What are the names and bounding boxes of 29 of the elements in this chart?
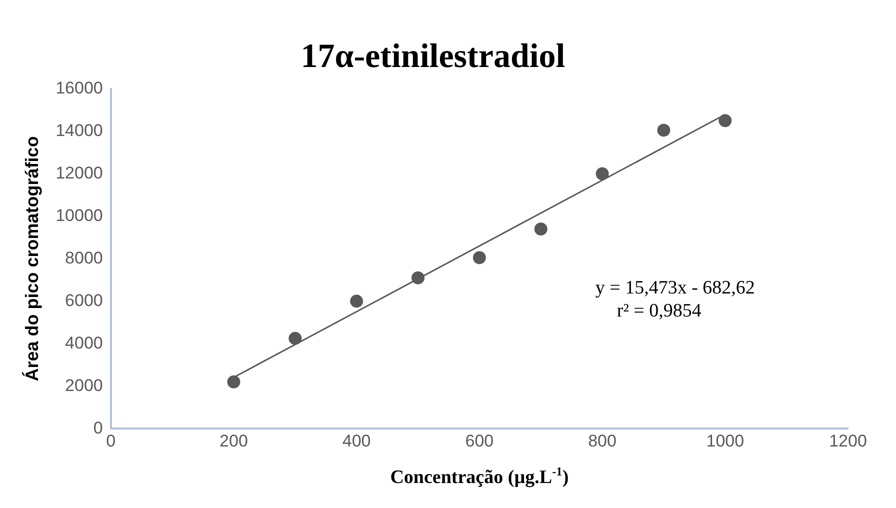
point: [657, 124, 670, 137]
y-tick-label: 8000: [65, 248, 103, 268]
y-tick-label: 12000: [56, 163, 103, 182]
y-tick-label: 4000: [65, 333, 103, 352]
x-tick-label: 800: [588, 431, 616, 450]
x-tick-label: 200: [220, 431, 248, 450]
point: [288, 332, 302, 345]
point: [534, 222, 548, 236]
x-tick-label: 600: [465, 431, 494, 450]
point: [472, 251, 486, 264]
x-tick-label: 1000: [706, 431, 744, 450]
annotation: y = 15,473x - 682,62: [595, 277, 755, 298]
x-tick-label: 400: [342, 431, 371, 450]
point: [412, 271, 425, 284]
y-tick-label: 14000: [56, 120, 103, 140]
y-tick-label: 16000: [56, 78, 103, 98]
chart-title: 17α-etinilestradiol: [300, 38, 566, 76]
y-tick-label: 10000: [56, 206, 103, 225]
annotation: r² = 0,9854: [616, 300, 702, 322]
x-tick-label: 1200: [829, 431, 867, 450]
y-tick-label: 0: [93, 418, 103, 438]
point: [350, 294, 364, 308]
x-tick-label: 0: [106, 431, 116, 450]
point: [596, 167, 609, 180]
point: [227, 375, 240, 388]
y-tick-label: 6000: [65, 290, 103, 310]
point: [718, 114, 732, 128]
y-tick-label: 2000: [65, 376, 103, 395]
y-axis-title: Área do pico cromatográfico: [22, 136, 42, 382]
